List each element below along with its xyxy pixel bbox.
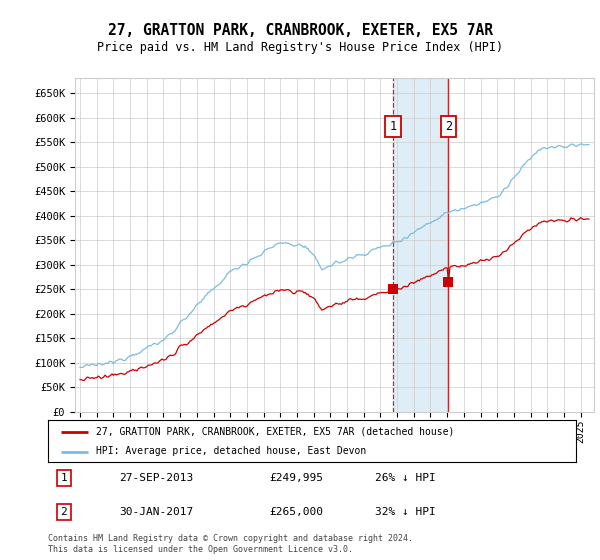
Text: Price paid vs. HM Land Registry's House Price Index (HPI): Price paid vs. HM Land Registry's House … — [97, 40, 503, 54]
Text: HPI: Average price, detached house, East Devon: HPI: Average price, detached house, East… — [95, 446, 366, 456]
Text: £265,000: £265,000 — [270, 507, 324, 517]
Text: 1: 1 — [61, 473, 67, 483]
Text: 26% ↓ HPI: 26% ↓ HPI — [376, 473, 436, 483]
Text: 27, GRATTON PARK, CRANBROOK, EXETER, EX5 7AR (detached house): 27, GRATTON PARK, CRANBROOK, EXETER, EX5… — [95, 427, 454, 437]
Text: 2: 2 — [445, 120, 452, 133]
Text: £249,995: £249,995 — [270, 473, 324, 483]
Text: This data is licensed under the Open Government Licence v3.0.: This data is licensed under the Open Gov… — [48, 545, 353, 554]
Text: 27, GRATTON PARK, CRANBROOK, EXETER, EX5 7AR: 27, GRATTON PARK, CRANBROOK, EXETER, EX5… — [107, 24, 493, 38]
Text: 2: 2 — [61, 507, 67, 517]
Text: 32% ↓ HPI: 32% ↓ HPI — [376, 507, 436, 517]
Text: Contains HM Land Registry data © Crown copyright and database right 2024.: Contains HM Land Registry data © Crown c… — [48, 534, 413, 543]
Text: 1: 1 — [389, 120, 397, 133]
Text: 27-SEP-2013: 27-SEP-2013 — [119, 473, 194, 483]
Text: 30-JAN-2017: 30-JAN-2017 — [119, 507, 194, 517]
Bar — [393, 78, 448, 412]
